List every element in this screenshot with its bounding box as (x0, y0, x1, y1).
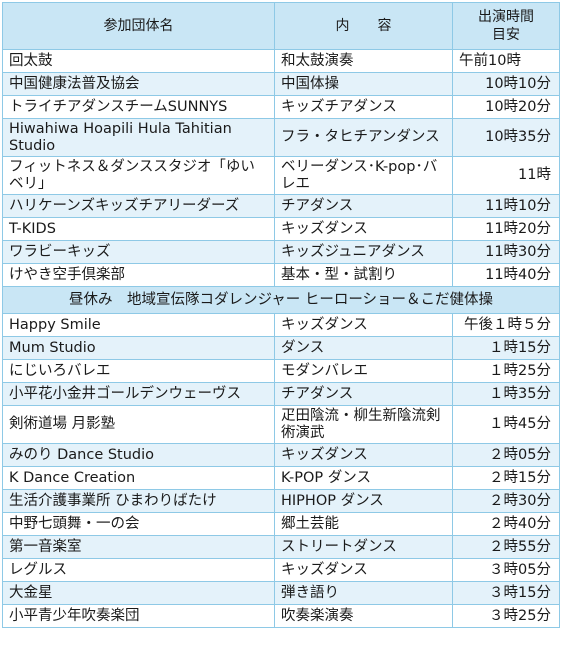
content-cell: キッズダンス (274, 443, 453, 467)
group-name-cell: フィットネス＆ダンススタジオ「ゆいベリ」 (2, 156, 275, 195)
time-cell: ３時15分 (452, 581, 560, 605)
content-cell: 基本・型・試割り (274, 263, 453, 287)
content-cell: キッズダンス (274, 558, 453, 582)
time-cell: ２時05分 (452, 443, 560, 467)
table-row: Hiwahiwa Hoapili Hula Tahitian Studio フラ・… (2, 118, 560, 157)
table-row: ワラビーキッズ キッズジュニアダンス 11時30分 (2, 240, 560, 264)
table-row: 中野七頭舞・一の会 郷土芸能 ２時40分 (2, 512, 560, 536)
group-name-cell: T-KIDS (2, 217, 275, 241)
content-cell: HIPHOP ダンス (274, 489, 453, 513)
header-group-name: 参加団体名 (2, 2, 275, 50)
table-row: フィットネス＆ダンススタジオ「ゆいベリ」 ベリーダンス･K-pop･バレエ 11時 (2, 156, 560, 195)
table-row: Happy Smile キッズダンス 午後１時５分 (2, 313, 560, 337)
group-name-cell: 小平青少年吹奏楽団 (2, 604, 275, 628)
time-cell: 10時35分 (452, 118, 560, 157)
time-cell: 午後１時５分 (452, 313, 560, 337)
table-row: 生活介護事業所 ひまわりばたけ HIPHOP ダンス ２時30分 (2, 489, 560, 513)
time-cell: 11時 (452, 156, 560, 195)
table-body: 回太鼓 和太鼓演奏 午前10時 中国健康法普及協会 中国体操 10時10分 トライチアダンス… (2, 49, 560, 628)
lunch-break-text: 昼休み 地域宣伝隊コダレンジャー ヒーローショー＆こだ健体操 (2, 286, 560, 314)
time-cell: ２時40分 (452, 512, 560, 536)
content-cell: キッズダンス (274, 217, 453, 241)
table-row: レグルス キッズダンス ３時05分 (2, 558, 560, 582)
group-name-cell: 中国健康法普及協会 (2, 72, 275, 96)
group-name-cell: Happy Smile (2, 313, 275, 337)
time-cell: ３時05分 (452, 558, 560, 582)
group-name-cell: トライチアダンスチームSUNNYS (2, 95, 275, 119)
table-row: 小平青少年吹奏楽団 吹奏楽演奏 ３時25分 (2, 604, 560, 628)
content-cell: 中国体操 (274, 72, 453, 96)
table-row: T-KIDS キッズダンス 11時20分 (2, 217, 560, 241)
group-name-cell: 中野七頭舞・一の会 (2, 512, 275, 536)
group-name-cell: にじいろバレエ (2, 359, 275, 383)
header-content: 内 容 (274, 2, 453, 50)
table-row: 回太鼓 和太鼓演奏 午前10時 (2, 49, 560, 73)
group-name-cell: 回太鼓 (2, 49, 275, 73)
group-name-cell: 大金星 (2, 581, 275, 605)
table-row: トライチアダンスチームSUNNYS キッズチアダンス 10時20分 (2, 95, 560, 119)
time-cell: 午前10時 (452, 49, 560, 73)
header-time-line2: 目安 (492, 27, 520, 43)
content-cell: キッズジュニアダンス (274, 240, 453, 264)
time-cell: ２時30分 (452, 489, 560, 513)
content-cell: 和太鼓演奏 (274, 49, 453, 73)
time-cell: 11時10分 (452, 194, 560, 218)
group-name-cell: 第一音楽室 (2, 535, 275, 559)
content-cell: ダンス (274, 336, 453, 360)
time-cell: １時35分 (452, 382, 560, 406)
group-name-cell: 小平花小金井ゴールデンウェーヴス (2, 382, 275, 406)
table-row: 剣術道場 月影塾 疋田陰流・柳生新陰流剣術演武 １時45分 (2, 405, 560, 444)
table-row: けやき空手倶楽部 基本・型・試割り 11時40分 (2, 263, 560, 287)
time-cell: 10時10分 (452, 72, 560, 96)
content-cell: モダンバレエ (274, 359, 453, 383)
group-name-cell: Mum Studio (2, 336, 275, 360)
table-header: 参加団体名 内 容 出演時間 目安 (2, 2, 560, 50)
group-name-cell: レグルス (2, 558, 275, 582)
table-row: 中国健康法普及協会 中国体操 10時10分 (2, 72, 560, 96)
content-cell: チアダンス (274, 194, 453, 218)
group-name-cell: 剣術道場 月影塾 (2, 405, 275, 444)
table-row: Mum Studio ダンス １時15分 (2, 336, 560, 360)
table-row: 第一音楽室 ストリートダンス ２時55分 (2, 535, 560, 559)
content-cell: ベリーダンス･K-pop･バレエ (274, 156, 453, 195)
content-cell: 郷土芸能 (274, 512, 453, 536)
content-cell: K-POP ダンス (274, 466, 453, 490)
schedule-table: 参加団体名 内 容 出演時間 目安 回太鼓 和太鼓演奏 午前10時 中国健康法普及協会… (2, 2, 560, 628)
time-cell: 10時20分 (452, 95, 560, 119)
content-cell: フラ・タヒチアンダンス (274, 118, 453, 157)
group-name-cell: ハリケーンズキッズチアリーダーズ (2, 194, 275, 218)
lunch-break-row: 昼休み 地域宣伝隊コダレンジャー ヒーローショー＆こだ健体操 (2, 286, 560, 314)
group-name-cell: みのり Dance Studio (2, 443, 275, 467)
table-row: にじいろバレエ モダンバレエ １時25分 (2, 359, 560, 383)
content-cell: 弾き語り (274, 581, 453, 605)
group-name-cell: けやき空手倶楽部 (2, 263, 275, 287)
content-cell: ストリートダンス (274, 535, 453, 559)
table-row: 大金星 弾き語り ３時15分 (2, 581, 560, 605)
header-time: 出演時間 目安 (452, 2, 560, 50)
time-cell: １時15分 (452, 336, 560, 360)
content-cell: チアダンス (274, 382, 453, 406)
time-cell: 11時40分 (452, 263, 560, 287)
time-cell: ２時15分 (452, 466, 560, 490)
group-name-cell: K Dance Creation (2, 466, 275, 490)
header-time-line1: 出演時間 (478, 9, 534, 25)
time-cell: １時45分 (452, 405, 560, 444)
group-name-cell: ワラビーキッズ (2, 240, 275, 264)
content-cell: キッズチアダンス (274, 95, 453, 119)
time-cell: １時25分 (452, 359, 560, 383)
time-cell: ３時25分 (452, 604, 560, 628)
table-row: 小平花小金井ゴールデンウェーヴス チアダンス １時35分 (2, 382, 560, 406)
content-cell: 疋田陰流・柳生新陰流剣術演武 (274, 405, 453, 444)
time-cell: 11時20分 (452, 217, 560, 241)
group-name-cell: Hiwahiwa Hoapili Hula Tahitian Studio (2, 118, 275, 157)
table-row: K Dance Creation K-POP ダンス ２時15分 (2, 466, 560, 490)
table-row: ハリケーンズキッズチアリーダーズ チアダンス 11時10分 (2, 194, 560, 218)
time-cell: 11時30分 (452, 240, 560, 264)
content-cell: キッズダンス (274, 313, 453, 337)
group-name-cell: 生活介護事業所 ひまわりばたけ (2, 489, 275, 513)
content-cell: 吹奏楽演奏 (274, 604, 453, 628)
time-cell: ２時55分 (452, 535, 560, 559)
table-row: みのり Dance Studio キッズダンス ２時05分 (2, 443, 560, 467)
